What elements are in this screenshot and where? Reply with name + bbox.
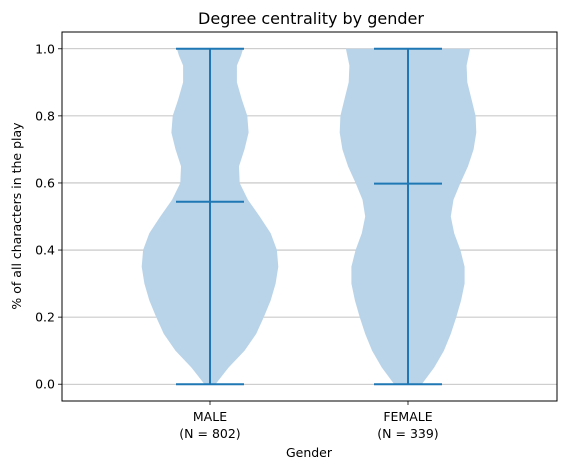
y-axis-ticks: 0.0 0.2 0.4 0.6 0.8 1.0 — [35, 41, 62, 392]
y-tick-label: 0.0 — [35, 377, 55, 392]
y-tick-label: 0.2 — [35, 310, 55, 325]
violins — [141, 47, 477, 386]
x-tick-label-name: MALE — [193, 409, 227, 424]
x-axis-label: Gender — [286, 445, 333, 460]
y-tick-label: 0.8 — [35, 108, 55, 123]
x-axis-ticks: MALE (N = 802) FEMALE (N = 339) — [179, 401, 439, 441]
y-tick-label: 1.0 — [35, 41, 55, 56]
x-tick-label-count: (N = 339) — [377, 426, 438, 441]
y-tick-label: 0.6 — [35, 175, 55, 190]
plot-frame — [61, 31, 558, 402]
violin-female — [339, 47, 477, 386]
chart-title: Degree centrality by gender — [198, 9, 424, 28]
violin-male — [141, 47, 279, 386]
x-tick-label-count: (N = 802) — [179, 426, 240, 441]
y-tick-label: 0.4 — [35, 243, 55, 258]
y-axis-label: % of all characters in the play — [9, 122, 24, 310]
x-tick-label-name: FEMALE — [383, 409, 432, 424]
gridlines — [62, 48, 557, 385]
